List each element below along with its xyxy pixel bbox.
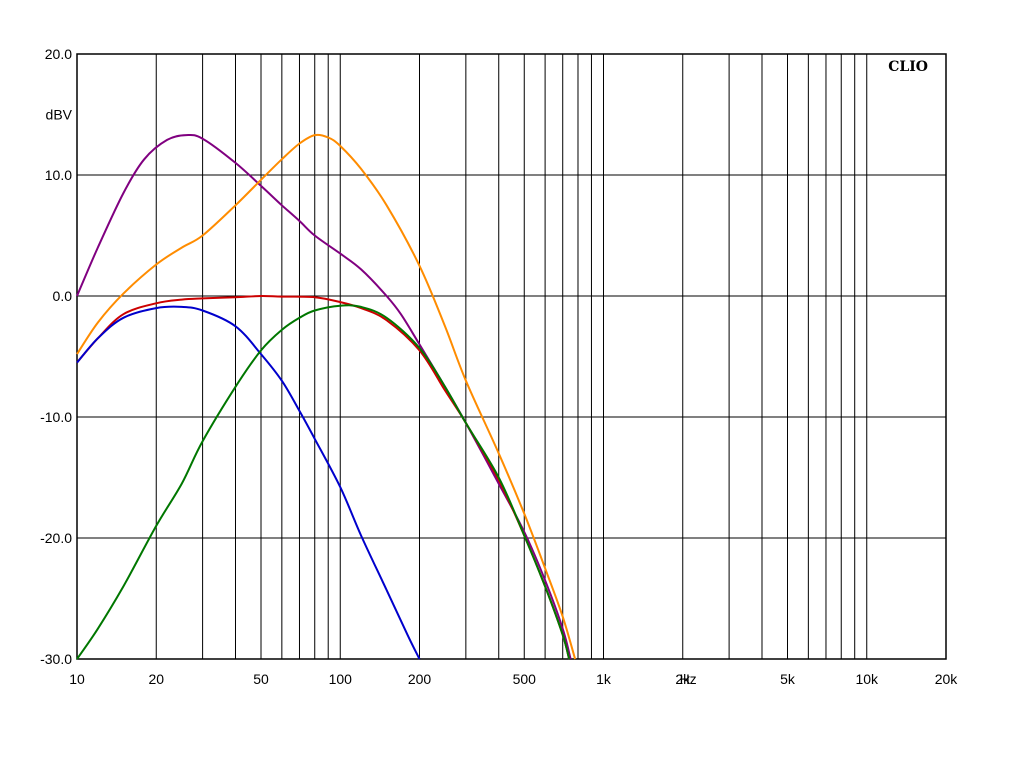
x-tick-label: 200: [408, 671, 432, 687]
y-tick-label: -20.0: [40, 530, 72, 546]
y-tick-label: 10.0: [45, 167, 72, 183]
x-tick-label: 20k: [935, 671, 959, 687]
y-axis-label: dBV: [46, 107, 73, 123]
grid: [77, 53, 947, 660]
series-line: [76, 133, 577, 660]
y-tick-label: 20.0: [45, 46, 72, 62]
series-line: [76, 305, 421, 660]
y-tick-label: -10.0: [40, 409, 72, 425]
series-line: [76, 133, 572, 660]
x-tick-label: 500: [513, 671, 537, 687]
x-tick-label: 2k: [675, 671, 691, 687]
x-tick-label: 20: [148, 671, 164, 687]
x-axis-unit-label: Hz: [680, 671, 697, 687]
series-line: [76, 304, 571, 660]
x-tick-label: 100: [329, 671, 353, 687]
x-tick-label: 1k: [596, 671, 612, 687]
series-layer: [76, 133, 577, 660]
x-tick-labels: 10 20 50 100 200 500 1k 2k 5k 10k 20k: [69, 671, 958, 687]
y-tick-labels: 20.0 10.0 0.0 -10.0 -20.0 -30.0: [40, 46, 72, 667]
x-tick-label: 10k: [855, 671, 879, 687]
brand-logo: CLIO: [888, 59, 928, 75]
y-tick-label: 0.0: [53, 288, 73, 304]
x-tick-label: 10: [69, 671, 85, 687]
x-tick-label: 50: [253, 671, 269, 687]
x-tick-label: 5k: [780, 671, 796, 687]
plot-frame: [76, 53, 947, 660]
y-tick-label: -30.0: [40, 651, 72, 667]
